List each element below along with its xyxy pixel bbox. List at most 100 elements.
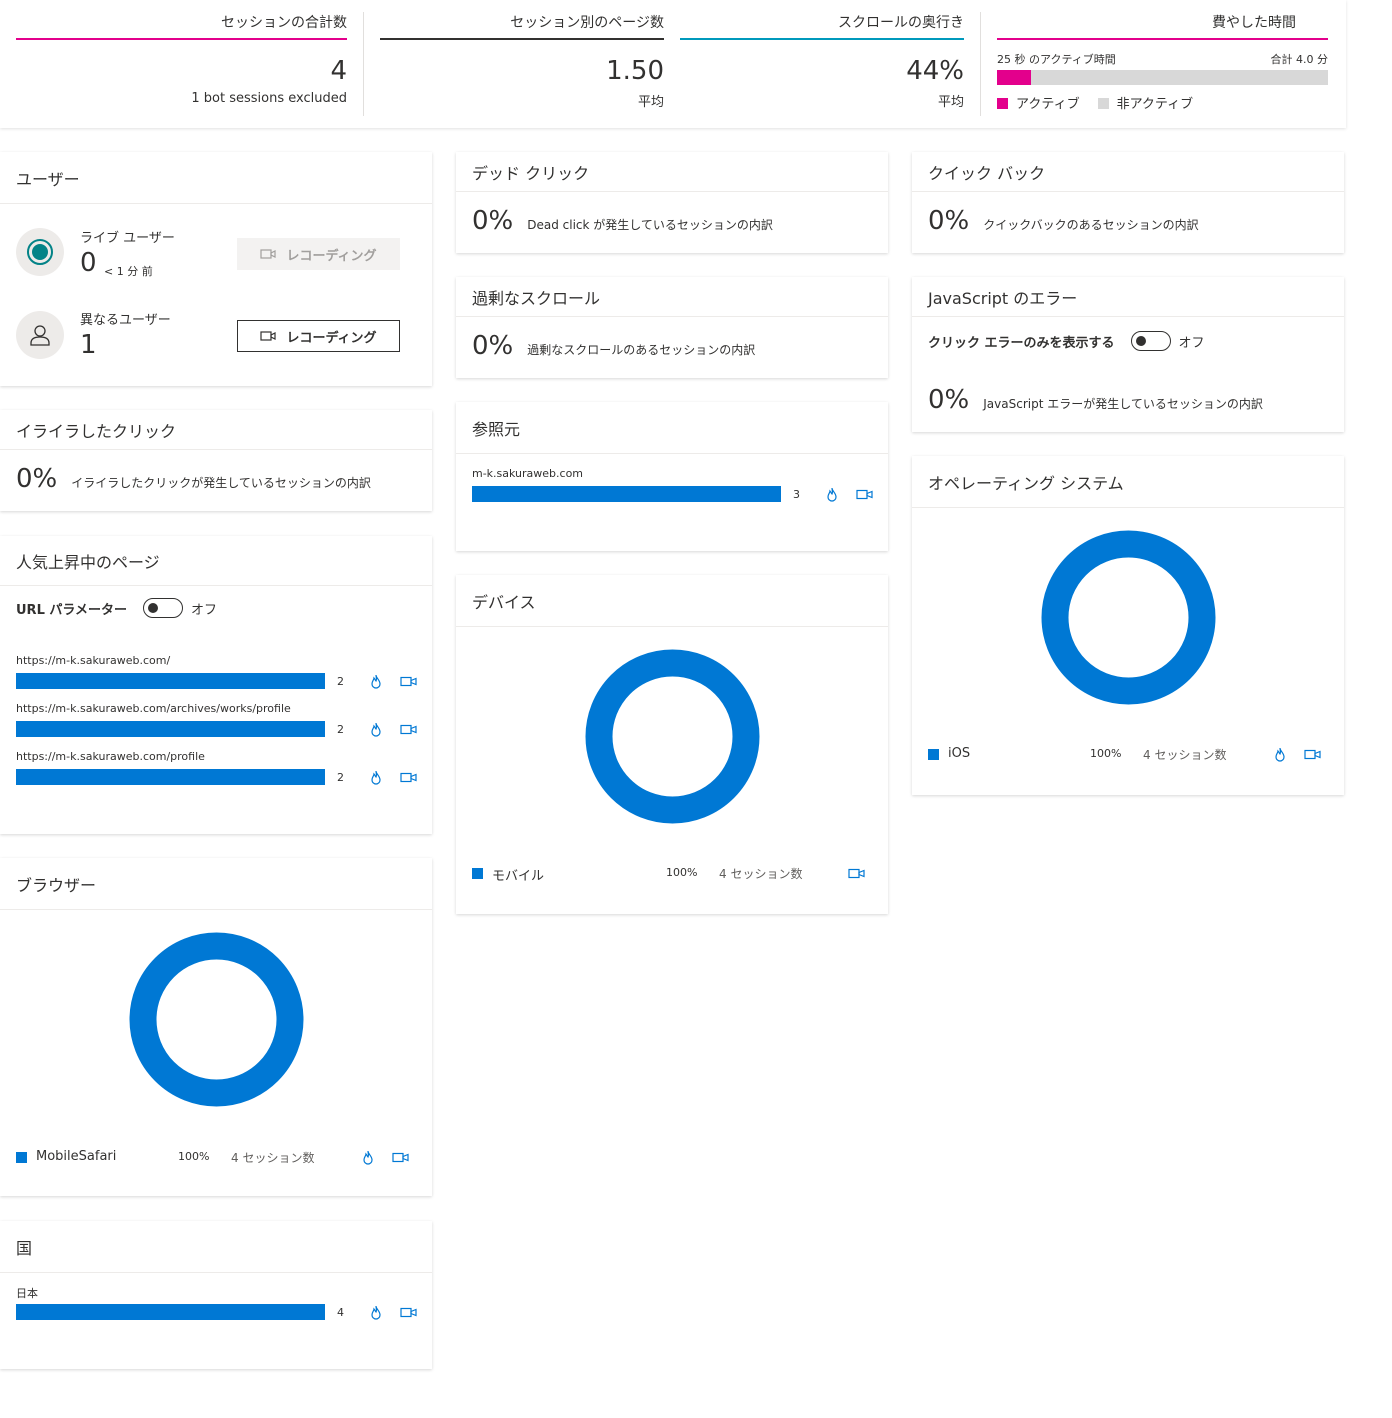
toggle-state: オフ xyxy=(1178,335,1205,351)
dead-clicks-card[interactable]: デッド クリック 0% Dead click が発生しているセッションの内訳 xyxy=(456,152,888,253)
flame-icon[interactable] xyxy=(367,673,385,689)
total-time-label: 合計 4.0 分 xyxy=(1270,53,1329,66)
excessive-scroll-card[interactable]: 過剰なスクロール 0% 過剰なスクロールのあるセッションの内訳 xyxy=(456,277,888,378)
legend-name: iOS xyxy=(948,746,971,761)
donut-segment-ios[interactable] xyxy=(1041,530,1216,705)
time-progress-track xyxy=(997,70,1328,85)
donut-segment-mobile[interactable] xyxy=(585,649,760,824)
card-title: 参照元 xyxy=(456,402,888,454)
bar-list-item: https://m-k.sakuraweb.com/2 xyxy=(16,654,417,694)
stat-scroll-depth: スクロールの奥行き 44% 平均 xyxy=(680,0,964,128)
flame-icon[interactable] xyxy=(367,1304,385,1320)
referrers-card: 参照元 m-k.sakuraweb.com 3 xyxy=(456,402,888,551)
button-label: レコーディング xyxy=(286,330,377,346)
stat-underline xyxy=(380,38,664,40)
bar-fill[interactable] xyxy=(16,1304,325,1320)
flame-icon[interactable] xyxy=(359,1149,377,1165)
devices-card: デバイス モバイル 100% 4 セッション数 xyxy=(456,575,888,914)
quick-back-desc: クイックバックのあるセッションの内訳 xyxy=(983,218,1199,232)
bar-count: 2 xyxy=(337,771,344,784)
browsers-card: ブラウザー MobileSafari 100% 4 セッション数 xyxy=(0,858,432,1196)
video-camera-icon[interactable] xyxy=(391,1149,409,1165)
stat-title: 費やした時間 xyxy=(1212,15,1296,31)
live-recordings-button[interactable]: レコーディング xyxy=(237,238,400,270)
bar-item-label: 日本 xyxy=(16,1287,38,1300)
bar-fill[interactable] xyxy=(16,673,325,689)
distinct-recordings-button[interactable]: レコーディング xyxy=(237,320,400,352)
js-errors-desc: JavaScript エラーが発生しているセッションの内訳 xyxy=(983,397,1263,411)
live-users-label: ライブ ユーザー xyxy=(80,231,175,246)
quick-back-card[interactable]: クイック バック 0% クイックバックのあるセッションの内訳 xyxy=(912,152,1344,253)
toggle-state: オフ xyxy=(191,602,218,618)
bar-fill[interactable] xyxy=(472,486,781,502)
url-param-toggle[interactable] xyxy=(143,598,183,618)
legend-name: MobileSafari xyxy=(36,1149,117,1164)
live-users-time: < 1 分 前 xyxy=(104,265,153,278)
bar-item-label: m-k.sakuraweb.com xyxy=(472,467,584,480)
bar-item-label: https://m-k.sakuraweb.com/archives/works… xyxy=(16,702,291,715)
stat-value: 1.50 xyxy=(606,56,664,86)
stat-total-sessions: セッションの合計数 4 1 bot sessions excluded xyxy=(16,0,347,128)
browsers-donut-chart xyxy=(129,932,304,1107)
flame-icon[interactable] xyxy=(367,769,385,785)
legend-swatch xyxy=(16,1152,27,1163)
flame-icon[interactable] xyxy=(823,486,841,502)
click-errors-toggle[interactable] xyxy=(1130,331,1171,351)
flame-icon[interactable] xyxy=(1271,746,1289,762)
stat-subtext: 1 bot sessions excluded xyxy=(191,91,347,106)
video-camera-icon[interactable] xyxy=(399,721,417,737)
card-title: 人気上昇中のページ xyxy=(0,536,432,586)
user-icon xyxy=(16,311,64,359)
devices-donut-chart xyxy=(585,649,760,824)
click-errors-toggle-label: クリック エラーのみを表示する xyxy=(928,335,1115,351)
legend-sessions: 4 セッション数 xyxy=(719,867,803,881)
time-progress-active xyxy=(997,70,1032,85)
flame-icon[interactable] xyxy=(367,721,385,737)
countries-card: 国 日本 4 xyxy=(0,1221,432,1369)
legend-sessions: 4 セッション数 xyxy=(231,1151,315,1165)
bar-item-label: https://m-k.sakuraweb.com/profile xyxy=(16,750,205,763)
card-title: デッド クリック xyxy=(456,152,888,192)
stat-pages-per-session: セッション別のページ数 1.50 平均 xyxy=(380,0,664,128)
users-card: ユーザー ライブ ユーザー 0 < 1 分 前 レコーディング 異なるユーザー … xyxy=(0,152,432,386)
bar-count: 2 xyxy=(337,723,344,736)
video-camera-icon[interactable] xyxy=(855,486,873,502)
popular-pages-card: 人気上昇中のページ URL パラメーター オフ https://m-k.saku… xyxy=(0,536,432,834)
bar-count: 3 xyxy=(793,488,800,501)
video-camera-icon[interactable] xyxy=(847,865,865,881)
stat-underline xyxy=(680,38,964,40)
stat-underline xyxy=(16,38,347,40)
video-camera-icon[interactable] xyxy=(399,673,417,689)
bar-fill[interactable] xyxy=(16,721,325,737)
card-title: イライラしたクリック xyxy=(0,410,432,450)
card-title: クイック バック xyxy=(912,152,1344,192)
bar-list-item: m-k.sakuraweb.com 3 xyxy=(472,467,873,507)
js-errors-card[interactable]: JavaScript のエラー クリック エラーのみを表示する オフ 0% Ja… xyxy=(912,277,1344,432)
legend-sessions: 4 セッション数 xyxy=(1143,748,1227,762)
card-title: オペレーティング システム xyxy=(912,456,1344,508)
legend-percent: 100% xyxy=(1090,747,1122,760)
donut-segment-mobilesafari[interactable] xyxy=(129,932,304,1107)
video-camera-icon[interactable] xyxy=(399,769,417,785)
video-camera-icon[interactable] xyxy=(1303,746,1321,762)
card-title: 過剰なスクロール xyxy=(456,277,888,317)
video-camera-icon[interactable] xyxy=(399,1304,417,1320)
os-card: オペレーティング システム iOS 100% 4 セッション数 xyxy=(912,456,1344,795)
os-donut-chart xyxy=(1041,530,1216,705)
quick-back-percent: 0% xyxy=(928,206,970,236)
bar-fill[interactable] xyxy=(16,769,325,785)
dead-clicks-desc: Dead click が発生しているセッションの内訳 xyxy=(527,218,773,232)
excessive-scroll-desc: 過剰なスクロールのあるセッションの内訳 xyxy=(527,343,756,357)
card-title: JavaScript のエラー xyxy=(912,277,1344,317)
rage-clicks-desc: イライラしたクリックが発生しているセッションの内訳 xyxy=(71,476,371,490)
legend-inactive: 非アクティブ xyxy=(1097,93,1193,112)
rage-clicks-card[interactable]: イライラしたクリック 0% イライラしたクリックが発生しているセッションの内訳 xyxy=(0,410,432,511)
card-title: ユーザー xyxy=(0,152,432,204)
bar-count: 4 xyxy=(337,1306,344,1319)
bar-list-item: https://m-k.sakuraweb.com/archives/works… xyxy=(16,702,417,742)
stat-subtext: 平均 xyxy=(637,95,664,110)
card-title: ブラウザー xyxy=(0,858,432,910)
legend-active: アクティブ xyxy=(997,93,1080,112)
live-dot-icon xyxy=(16,228,64,276)
legend-percent: 100% xyxy=(178,1150,210,1163)
